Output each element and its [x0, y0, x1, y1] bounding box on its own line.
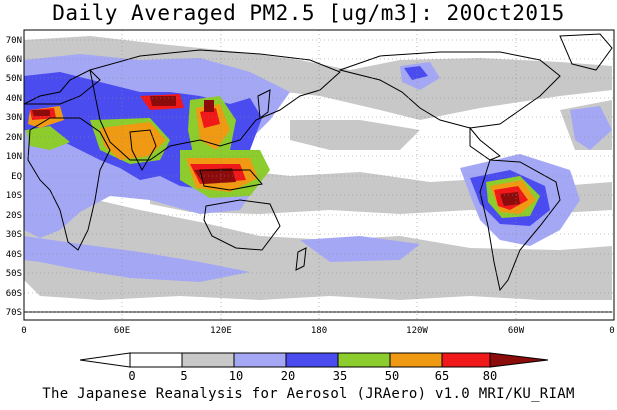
- colorbar: [79, 352, 549, 368]
- colorbar-segment: [441, 352, 491, 368]
- coast-japan: [257, 89, 271, 119]
- lon-label: 60E: [114, 326, 130, 336]
- colorbar-tick: 80: [483, 369, 497, 383]
- colorbar-segment: [389, 352, 443, 368]
- lat-label: 20S: [6, 211, 22, 221]
- layer-darkred: [32, 96, 520, 206]
- lat-label: 10N: [6, 152, 22, 162]
- coast-africa: [27, 117, 111, 251]
- colorbar-tick: 50: [385, 369, 399, 383]
- lat-label: 30N: [6, 113, 22, 123]
- coast-new-zealand: [295, 247, 307, 271]
- lat-axis: 70N 60N 50N 40N 30N 20N 10N EQ 10S 20S 3…: [6, 36, 22, 318]
- coast-india: [129, 129, 157, 172]
- lat-label: 30S: [6, 230, 22, 240]
- colorbar-left-triangle: [79, 352, 131, 368]
- lon-label: 0: [21, 326, 26, 336]
- colorbar-right-triangle: [489, 352, 549, 368]
- colorbar-segment: [285, 352, 339, 368]
- lat-label: 50S: [6, 269, 22, 279]
- gridlines: [24, 30, 614, 320]
- lat-label: 40S: [6, 250, 22, 260]
- lat-label: 70N: [6, 36, 22, 46]
- lat-label: 10S: [6, 191, 22, 201]
- colorbar-tick: 65: [435, 369, 449, 383]
- colorbar-tick: 0: [128, 369, 135, 383]
- lat-label: 60S: [6, 289, 22, 299]
- coast-asia: [89, 49, 341, 161]
- lon-label: 120W: [406, 326, 428, 336]
- figure-title: Daily Averaged PM2.5 [ug/m3]: 20Oct2015: [52, 1, 565, 25]
- lon-label: 120E: [210, 326, 232, 336]
- colorbar-segment: [233, 352, 287, 368]
- lat-label: 50N: [6, 74, 22, 84]
- figure-credit: The Japanese Reanalysis for Aerosol (JRA…: [42, 386, 575, 402]
- lon-label: 60W: [508, 326, 525, 336]
- colorbar-tick: 20: [281, 369, 295, 383]
- lon-label: 180: [311, 326, 327, 336]
- colorbar-tick: 5: [180, 369, 187, 383]
- colorbar-segment: [181, 352, 235, 368]
- colorbar-ticks: 0 5 10 20 35 50 65 80: [128, 369, 497, 383]
- lat-label: 60N: [6, 55, 22, 65]
- coast-australia: [203, 199, 281, 251]
- colorbar-tick: 35: [333, 369, 347, 383]
- colorbar-segment: [129, 352, 183, 368]
- colorbar-segment: [337, 352, 391, 368]
- lat-label: 70S: [6, 308, 22, 318]
- coast-indonesia: [199, 169, 263, 191]
- lat-label: EQ: [11, 172, 22, 182]
- coastlines: [23, 33, 613, 313]
- lon-axis: 0 60E 120E 180 120W 60W 0: [21, 326, 614, 336]
- lat-label: 40N: [6, 94, 22, 104]
- colorbar-tick: 10: [229, 369, 243, 383]
- map-frame: [23, 29, 615, 321]
- coast-central-america: [469, 126, 501, 161]
- coast-north-america: [338, 51, 561, 129]
- coast-south-america: [479, 159, 561, 292]
- lat-label: 20N: [6, 133, 22, 143]
- lon-label: 0: [609, 326, 614, 336]
